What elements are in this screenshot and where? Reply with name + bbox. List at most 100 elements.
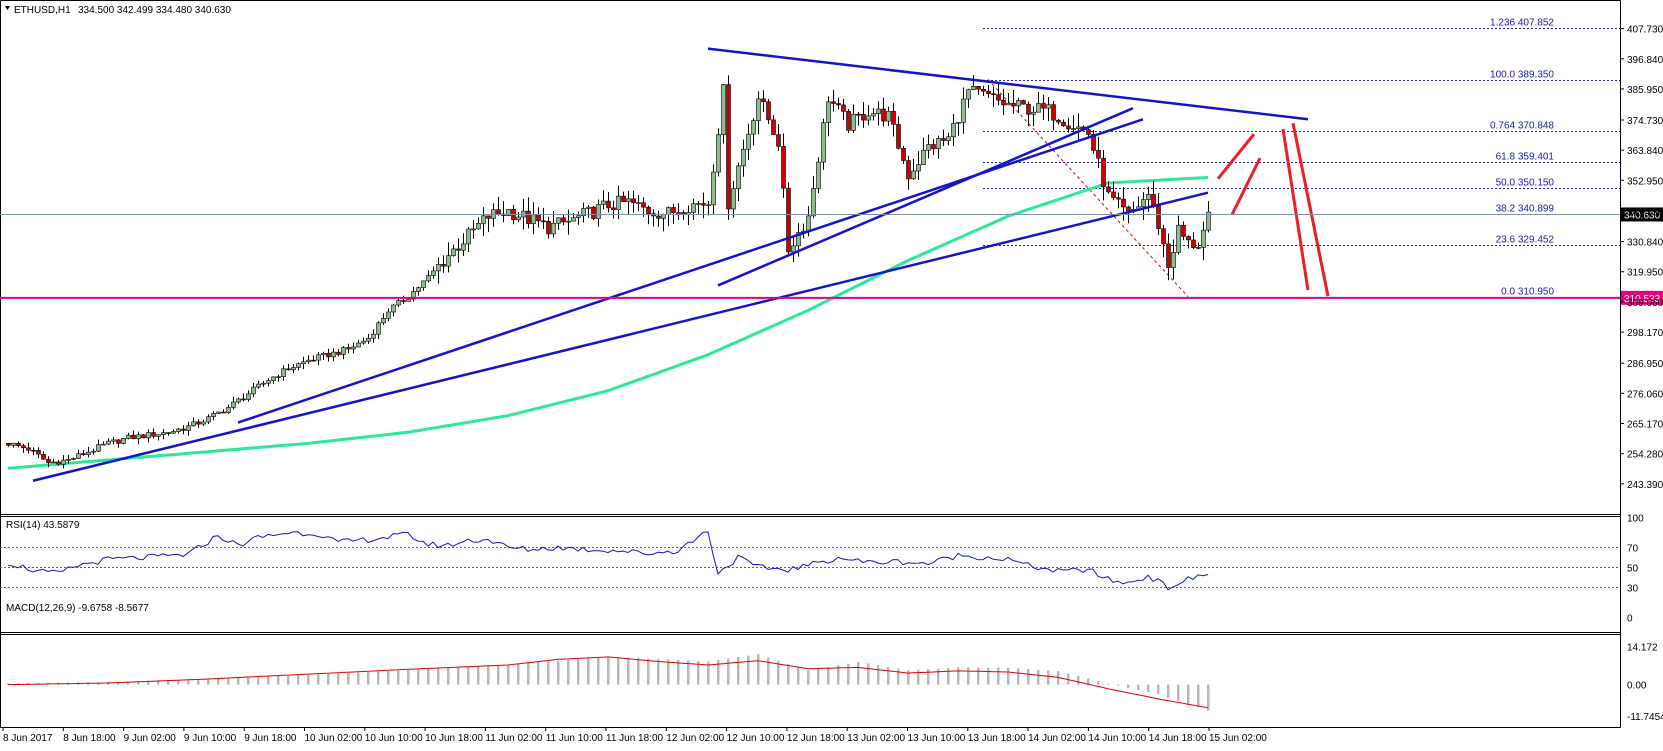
macd-hist-bar	[167, 679, 170, 685]
macd-hist-bar	[767, 657, 770, 685]
candle-body	[661, 214, 666, 219]
candle-body	[1101, 157, 1106, 188]
candle-body	[446, 255, 451, 267]
candle-body	[16, 442, 21, 447]
macd-hist-bar	[567, 659, 570, 685]
candle-body	[1066, 125, 1071, 130]
price-tick-label: 363.840	[1627, 146, 1663, 157]
candle-body	[1181, 225, 1186, 237]
macd-hist-bar	[207, 678, 210, 685]
macd-hist-bar	[397, 670, 400, 685]
candle-body	[996, 94, 1001, 101]
candle-body	[676, 212, 681, 214]
candle-body	[156, 434, 161, 437]
candle-body	[411, 291, 416, 300]
candle-body	[646, 206, 651, 214]
trendline	[237, 118, 1144, 424]
price-tick-label: 254.280	[1627, 450, 1663, 461]
ma-line	[7, 175, 1209, 470]
macd-hist-bar	[747, 655, 750, 685]
time-tick-label: 14 Jun 10:00	[1088, 733, 1146, 744]
candle-body	[356, 342, 361, 348]
candle-body	[86, 451, 91, 456]
candle-body	[36, 450, 41, 455]
macd-hist-bar	[467, 666, 470, 685]
time-tick-label: 10 Jun 10:00	[365, 733, 423, 744]
candle-body	[1076, 126, 1081, 129]
candle-body	[61, 459, 66, 465]
candle-body	[876, 108, 881, 114]
candle-body	[896, 124, 901, 149]
time-tick-label: 10 Jun 02:00	[305, 733, 363, 744]
macd-hist-bar	[877, 665, 880, 685]
macd-tick-label: 14.172	[1627, 643, 1658, 654]
candle-body	[496, 209, 501, 215]
price-tick-label: 341.730	[1627, 207, 1663, 218]
candle-body	[506, 209, 511, 216]
macd-hist-bar	[1207, 684, 1210, 711]
time-tick-label: 12 Jun 02:00	[666, 733, 724, 744]
candle-body	[1091, 134, 1096, 151]
macd-hist-bar	[577, 659, 580, 685]
candle-body	[886, 110, 891, 122]
candle-body	[1166, 243, 1171, 268]
macd-hist-bar	[1097, 681, 1100, 685]
candle-body	[461, 243, 466, 251]
candle-body	[731, 188, 736, 210]
macd-hist-bar	[947, 667, 950, 685]
current-price-tag	[1621, 207, 1663, 222]
candle-body	[326, 353, 331, 358]
rsi-title: RSI(14) 43.5879	[6, 520, 80, 531]
macd-hist-bar	[457, 667, 460, 685]
macd-hist-bar	[1137, 684, 1140, 691]
candle-body	[1051, 104, 1056, 121]
candle-body	[706, 204, 711, 207]
macd-hist-bar	[797, 667, 800, 685]
candle-body	[691, 203, 696, 213]
macd-hist-bar	[327, 673, 330, 685]
candle-body	[1031, 111, 1036, 115]
candle-body	[181, 428, 186, 431]
candle-body	[541, 220, 546, 223]
macd-hist-bar	[757, 654, 760, 685]
chart-menu-icon[interactable]	[5, 6, 10, 10]
candle-body	[1161, 228, 1166, 245]
candle-body	[941, 138, 946, 141]
macd-hist-bar	[377, 671, 380, 685]
macd-hist-bar	[157, 680, 160, 685]
candle-body	[406, 298, 411, 302]
time-tick-label: 14 Jun 02:00	[1028, 733, 1086, 744]
candle-body	[906, 160, 911, 180]
macd-hist-bar	[857, 662, 860, 685]
candle-body	[116, 439, 121, 444]
candle-body	[391, 304, 396, 313]
fib-level-label: 100.0 389.350	[1490, 70, 1554, 81]
candle-body	[991, 93, 996, 96]
rsi-panel: 100 70 50 30 0	[0, 514, 1644, 625]
candle-body	[796, 232, 801, 247]
price-tick-label: 396.840	[1627, 55, 1663, 66]
candle-body	[176, 428, 181, 432]
price-candles	[6, 75, 1211, 469]
candle-body	[911, 170, 916, 180]
macd-hist-bar	[697, 661, 700, 685]
candle-body	[266, 380, 271, 384]
candle-body	[771, 119, 776, 135]
candle-body	[241, 398, 246, 401]
candle-body	[1046, 104, 1051, 109]
candle-body	[631, 198, 636, 204]
candle-body	[806, 215, 811, 232]
macd-hist-bar	[1107, 683, 1110, 685]
rsi-tick-label: 0	[1627, 614, 1633, 625]
candle-body	[381, 318, 386, 324]
candle-body	[831, 101, 836, 104]
macd-hist-bar	[217, 678, 220, 685]
candle-body	[31, 449, 36, 452]
macd-hist-bar	[917, 669, 920, 685]
candle-body	[246, 393, 251, 400]
candle-body	[606, 200, 611, 209]
candle-body	[1116, 197, 1121, 200]
candle-body	[571, 217, 576, 222]
forecast-path	[1216, 122, 1330, 297]
